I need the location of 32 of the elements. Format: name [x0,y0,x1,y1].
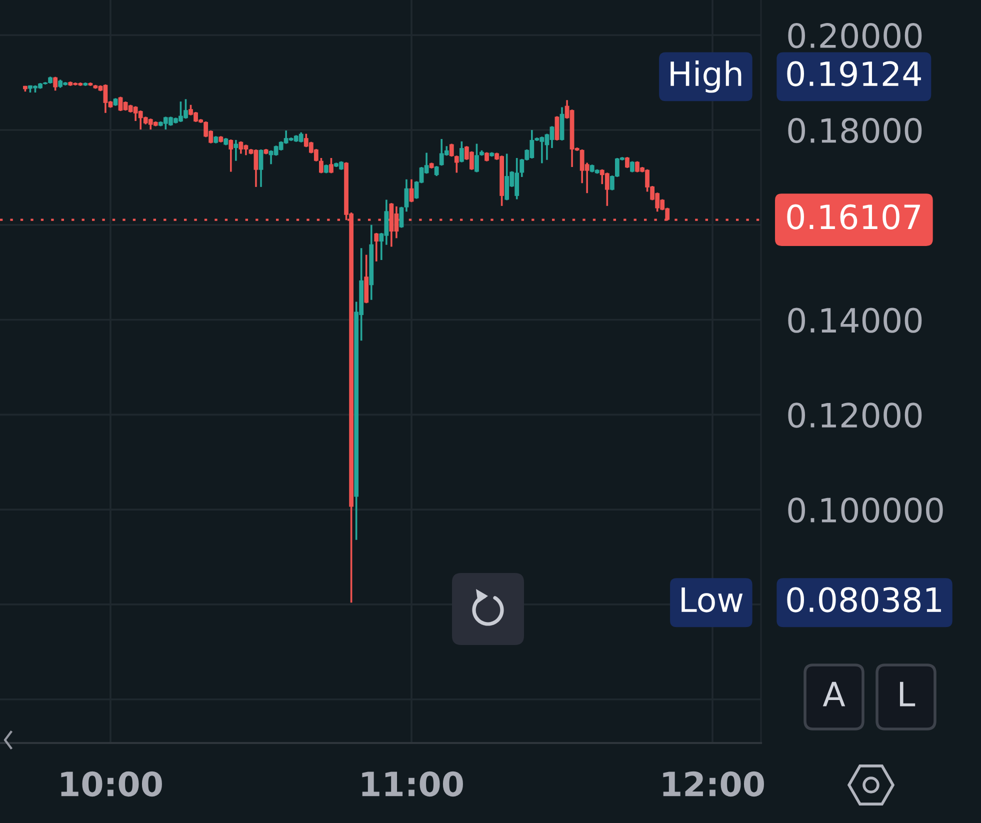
y-tick-label: 0.20000 [788,23,922,48]
candlestick [329,157,334,174]
candlestick [625,156,630,169]
candlestick [319,157,324,174]
text: A [822,682,846,706]
y-tick-label: 0.14000 [788,308,922,333]
candlestick [234,139,238,162]
candlestick [554,115,560,142]
y-tick-label: 0.12000 [788,402,922,428]
y-tick-label: 0.100000 [788,497,943,523]
candlestick [258,148,264,188]
y-tick-label: 0.18000 [788,118,922,144]
annotation: Low [682,588,743,612]
candlestick [374,232,379,262]
text: 0.080381 [787,587,941,612]
candlestick [404,178,409,213]
x-tick-label: 10:00 [61,771,162,797]
candlestick [484,151,489,162]
candlestick [399,206,404,229]
candlestick [53,76,58,92]
x-tick-label: 12:00 [663,771,764,797]
annotation: High [670,60,742,93]
candlestick [434,165,439,177]
x-tick-label: 11:00 [362,771,463,797]
candlestick [474,142,479,174]
ref-line-label: 0.16107 [787,204,920,230]
candlestick [228,138,234,173]
candlestick [459,140,464,164]
text: 0.19124 [787,61,921,86]
candlestick [454,154,459,174]
text: L [900,682,916,706]
candlestick [449,142,454,158]
